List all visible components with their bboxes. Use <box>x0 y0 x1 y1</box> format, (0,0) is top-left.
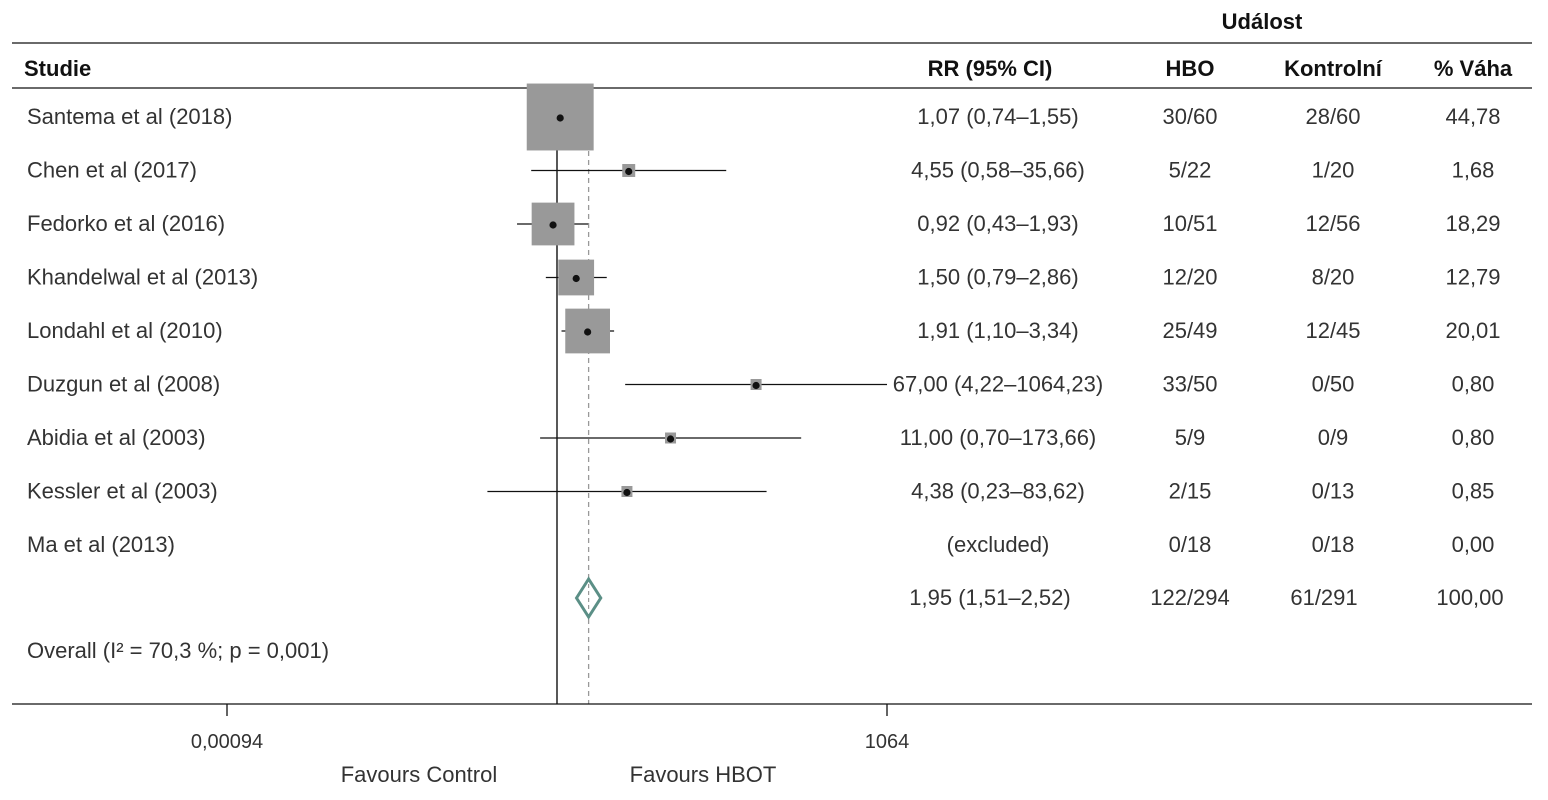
control-events: 12/45 <box>1305 318 1360 343</box>
rr-ci-value: 1,91 (1,10–3,34) <box>917 318 1078 343</box>
study-name: Abidia et al (2003) <box>27 425 206 450</box>
weight-value: 20,01 <box>1445 318 1500 343</box>
overall-label: Overall (I² = 70,3 %; p = 0,001) <box>27 638 329 663</box>
overall-weight-value: 100,00 <box>1436 585 1503 610</box>
point-estimate <box>625 167 633 176</box>
study-name: Kessler et al (2003) <box>27 478 218 503</box>
rr-ci-value: 4,55 (0,58–35,66) <box>911 157 1085 182</box>
weight-value: 12,79 <box>1445 264 1500 289</box>
header-study: Studie <box>24 56 91 81</box>
study-row: Kessler et al (2003) 4,38 (0,23–83,62) 2/1… <box>27 478 1494 503</box>
weight-value: 0,80 <box>1452 371 1495 396</box>
study-row: Chen et al (2017) 4,55 (0,58–35,66) 5/22 1/… <box>27 157 1494 182</box>
control-events: 8/20 <box>1312 264 1355 289</box>
study-row: Khandelwal et al (2013) 1,50 (0,79–2,86) 1… <box>27 259 1501 296</box>
weight-value: 0,80 <box>1452 425 1495 450</box>
study-name: Duzgun et al (2008) <box>27 371 220 396</box>
hbo-events: 25/49 <box>1162 318 1217 343</box>
hbo-events: 30/60 <box>1162 104 1217 129</box>
study-row: Fedorko et al (2016) 0,92 (0,43–1,93) 10/5… <box>27 202 1501 246</box>
control-events: 12/56 <box>1305 211 1360 236</box>
control-events: 0/18 <box>1312 532 1355 557</box>
study-name: Londahl et al (2010) <box>27 318 223 343</box>
control-events: 0/9 <box>1318 425 1349 450</box>
study-row: Santema et al (2018) 1,07 (0,74–1,55) 30/6… <box>27 83 1501 151</box>
favours-control-label: Favours Control <box>341 762 498 787</box>
rr-ci-value: 4,38 (0,23–83,62) <box>911 478 1085 503</box>
x-tick-label: 0,00094 <box>191 731 263 753</box>
weight-value: 1,68 <box>1452 157 1495 182</box>
study-rows: Santema et al (2018) 1,07 (0,74–1,55) 30/6… <box>27 83 1501 557</box>
control-events: 28/60 <box>1305 104 1360 129</box>
hbo-events: 5/9 <box>1175 425 1206 450</box>
study-row: Abidia et al (2003) 11,00 (0,70–173,66) 5/… <box>27 425 1494 450</box>
weight-value: 44,78 <box>1445 104 1500 129</box>
overall-rr-ci-value: 1,95 (1,51–2,52) <box>909 585 1070 610</box>
study-name: Santema et al (2018) <box>27 104 232 129</box>
rr-ci-value: 1,50 (0,79–2,86) <box>917 264 1078 289</box>
x-axis-ticks: 0,00094 1064 <box>191 704 909 753</box>
header-control: Kontrolní <box>1284 56 1383 81</box>
hbo-events: 12/20 <box>1162 264 1217 289</box>
control-events: 0/50 <box>1312 371 1355 396</box>
study-row: Duzgun et al (2008) 67,00 (4,22–1064,23) 3… <box>27 371 1494 396</box>
hbo-events: 5/22 <box>1169 157 1212 182</box>
header-rr: RR (95% CI) <box>928 56 1053 81</box>
rr-ci-value: 0,92 (0,43–1,93) <box>917 211 1078 236</box>
weight-value: 18,29 <box>1445 211 1500 236</box>
point-estimate <box>752 381 760 390</box>
point-estimate <box>584 328 592 336</box>
overall-row: 1,95 (1,51–2,52) 122/294 61/291 100,00 Overa… <box>27 576 1504 663</box>
control-events: 1/20 <box>1312 157 1355 182</box>
study-name: Ma et al (2013) <box>27 532 175 557</box>
study-name: Chen et al (2017) <box>27 157 197 182</box>
x-tick-label: 1064 <box>865 731 910 753</box>
point-estimate <box>549 221 557 229</box>
point-estimate <box>556 114 564 122</box>
header-event-group: Událost <box>1222 9 1303 34</box>
study-row: Londahl et al (2010) 1,91 (1,10–3,34) 25/4… <box>27 308 1501 354</box>
rr-ci-value: 11,00 (0,70–173,66) <box>900 425 1097 450</box>
weight-value: 0,00 <box>1452 532 1495 557</box>
point-estimate <box>623 488 631 497</box>
overall-hbo-events: 122/294 <box>1150 585 1230 610</box>
hbo-events: 2/15 <box>1169 478 1212 503</box>
overall-control-events: 61/291 <box>1290 585 1357 610</box>
rr-ci-value: (excluded) <box>947 532 1050 557</box>
point-estimate <box>572 274 580 283</box>
header-hbo: HBO <box>1166 56 1215 81</box>
hbo-events: 33/50 <box>1162 371 1217 396</box>
study-name: Khandelwal et al (2013) <box>27 264 258 289</box>
favours-hbot-label: Favours HBOT <box>630 762 777 787</box>
study-row: Ma et al (2013) (excluded) 0/18 0/18 0,00 <box>27 532 1494 557</box>
hbo-events: 10/51 <box>1162 211 1217 236</box>
rr-ci-value: 67,00 (4,22–1064,23) <box>893 371 1103 396</box>
control-events: 0/13 <box>1312 478 1355 503</box>
point-estimate <box>666 435 675 443</box>
study-name: Fedorko et al (2016) <box>27 211 225 236</box>
weight-value: 0,85 <box>1452 478 1495 503</box>
hbo-events: 0/18 <box>1169 532 1212 557</box>
rr-ci-value: 1,07 (0,74–1,55) <box>917 104 1078 129</box>
header-weight: % Váha <box>1434 56 1513 81</box>
